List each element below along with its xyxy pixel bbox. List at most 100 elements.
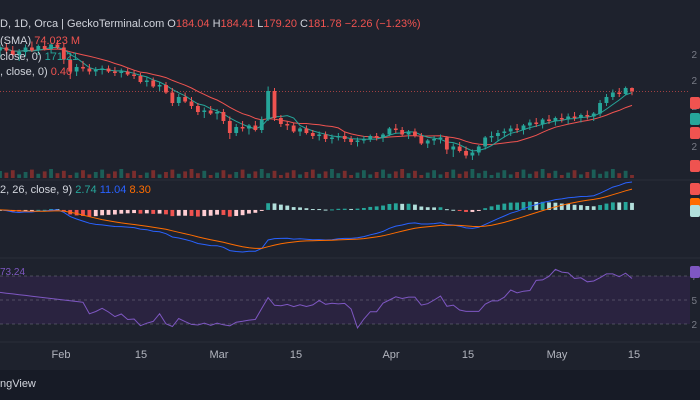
macd-histogram-bar [400, 203, 405, 210]
macd-histogram-bar [291, 207, 296, 210]
macd-histogram-bar [170, 209, 175, 217]
volume-bar [0, 171, 2, 178]
volume-bar [195, 173, 200, 178]
macd-histogram-bar [476, 209, 481, 211]
scale-price-tag [690, 183, 700, 195]
candle-body [317, 134, 322, 136]
volume-bar [553, 170, 558, 178]
macd-histogram-bar [361, 207, 366, 210]
macd-histogram-bar [330, 209, 334, 211]
macd-histogram-bar [342, 208, 347, 210]
volume-bar [451, 169, 456, 178]
candle-body [189, 101, 194, 106]
candle-body [36, 46, 41, 51]
macd-histogram-bar [298, 207, 302, 210]
macd-histogram-bar [393, 203, 398, 210]
volume-bar [144, 172, 149, 178]
candle-body [87, 68, 92, 72]
macd-histogram-bar [617, 202, 622, 210]
candle-body [355, 140, 360, 142]
macd-histogram-bar [527, 201, 532, 210]
macd-histogram-bar [106, 209, 111, 215]
candle-body [572, 116, 577, 118]
macd-histogram-bar [215, 209, 219, 215]
volume-bar [208, 175, 213, 178]
volume-bar [112, 171, 117, 178]
volume-bar [23, 172, 28, 178]
volume-bar [164, 172, 168, 178]
candle-body [259, 119, 264, 130]
candle-body [323, 134, 328, 139]
volume-bar [368, 174, 373, 178]
candle-body [413, 131, 417, 136]
candle-body [483, 137, 488, 147]
time-axis-label: Mar [210, 349, 229, 361]
candle-body [112, 71, 117, 73]
macd-histogram-bar [278, 204, 283, 210]
macd-histogram-bar [266, 203, 271, 210]
candle-body [496, 133, 500, 136]
volume-bar [508, 174, 513, 178]
candle-body [125, 71, 130, 75]
volume-bar [361, 170, 366, 178]
macd-histogram-bar [598, 205, 602, 210]
macd-histogram-bar [93, 209, 98, 217]
volume-bar [81, 170, 85, 178]
volume-bar [304, 172, 309, 178]
candle-body [144, 80, 149, 82]
volume-bar [393, 171, 398, 178]
volume-bar [579, 174, 583, 178]
volume-bar [355, 172, 360, 178]
macd-histogram-bar [579, 205, 583, 210]
macd-histogram-bar [304, 208, 309, 210]
candle-body [55, 44, 60, 48]
rsi-scale-label: 2 [691, 320, 697, 331]
candle-body [157, 85, 162, 87]
rsi-legend: 73.24 [0, 267, 25, 278]
candle-body [330, 137, 334, 139]
candle-body [227, 121, 232, 133]
candle-body [470, 152, 475, 156]
macd-histogram-bar [81, 209, 85, 216]
time-axis-label: 15 [290, 349, 302, 361]
macd-histogram-bar [355, 208, 360, 210]
volume-bar [93, 172, 98, 178]
volume-bar [496, 172, 500, 178]
candle-body [374, 136, 379, 138]
volume-bar [285, 172, 290, 178]
macd-histogram-bar [144, 209, 149, 214]
volume-bar [336, 173, 341, 178]
volume-bar [323, 171, 328, 178]
macd-histogram-bar [30, 209, 34, 211]
candle-body [444, 137, 449, 150]
volume-bar [189, 169, 194, 178]
macd-histogram-bar [74, 209, 79, 216]
volume-bar [419, 175, 424, 178]
time-axis-label: 15 [462, 349, 474, 361]
candle-body [451, 146, 456, 150]
volume-bar [464, 171, 468, 178]
time-axis-label: 15 [135, 349, 147, 361]
volume-bar [125, 173, 130, 178]
candle-body [100, 68, 105, 70]
volume-bar [266, 173, 271, 178]
scale-price-tag [690, 97, 700, 109]
candle-body [534, 122, 539, 124]
volume-bar [68, 175, 73, 178]
macd-histogram-bar [457, 209, 462, 211]
macd-line [0, 181, 633, 253]
ma2-legend: , close, 0) 0.40 [0, 66, 72, 78]
macd-histogram-bar [234, 209, 239, 216]
candle-body [170, 92, 175, 103]
macd-histogram-bar [259, 209, 264, 211]
volume-bar [527, 173, 532, 178]
candle-body [527, 122, 532, 126]
candle-body [61, 47, 66, 60]
volume-bar [119, 169, 124, 178]
volume-bar [253, 171, 258, 178]
macd-histogram-bar [483, 208, 488, 210]
macd-histogram-bar [125, 209, 130, 214]
candle-body [553, 118, 558, 121]
